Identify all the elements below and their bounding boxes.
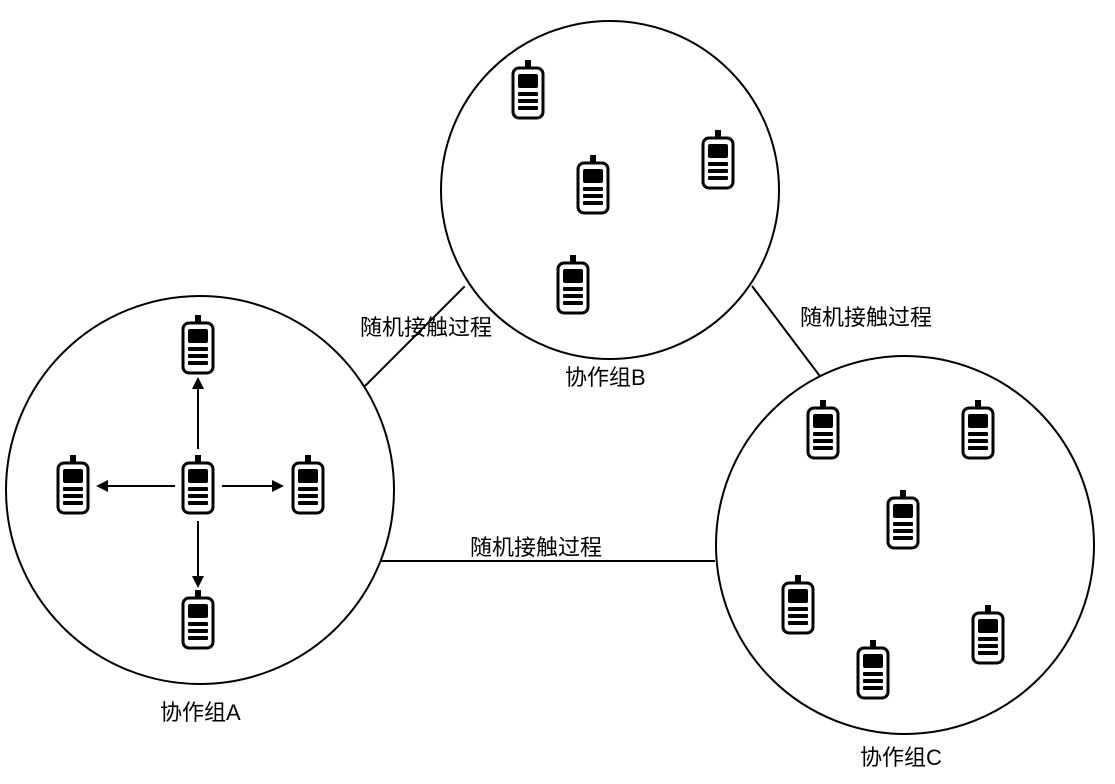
- phone-icon: [805, 400, 841, 460]
- phone-icon: [700, 130, 736, 190]
- edge-label-a-c: 随机接触过程: [470, 530, 602, 562]
- phone-icon: [180, 590, 216, 650]
- edge-label-b-c: 随机接触过程: [800, 300, 932, 332]
- phone-icon: [575, 155, 611, 215]
- phone-icon: [885, 490, 921, 550]
- arrow-up: [197, 379, 199, 449]
- phone-icon: [510, 60, 546, 120]
- phone-icon: [180, 315, 216, 375]
- group-a-label: 协作组A: [160, 695, 241, 727]
- edge-label-a-b: 随机接触过程: [360, 310, 492, 342]
- phone-icon: [55, 455, 91, 515]
- phone-icon: [555, 255, 591, 315]
- phone-icon: [290, 455, 326, 515]
- phone-icon: [180, 455, 216, 515]
- arrow-left: [98, 485, 175, 487]
- group-b-label: 协作组B: [565, 360, 646, 392]
- phone-icon: [970, 605, 1006, 665]
- arrow-right: [222, 485, 282, 487]
- arrow-down: [197, 521, 199, 586]
- group-c-label: 协作组C: [860, 740, 942, 772]
- phone-icon: [780, 575, 816, 635]
- phone-icon: [960, 400, 996, 460]
- phone-icon: [855, 640, 891, 700]
